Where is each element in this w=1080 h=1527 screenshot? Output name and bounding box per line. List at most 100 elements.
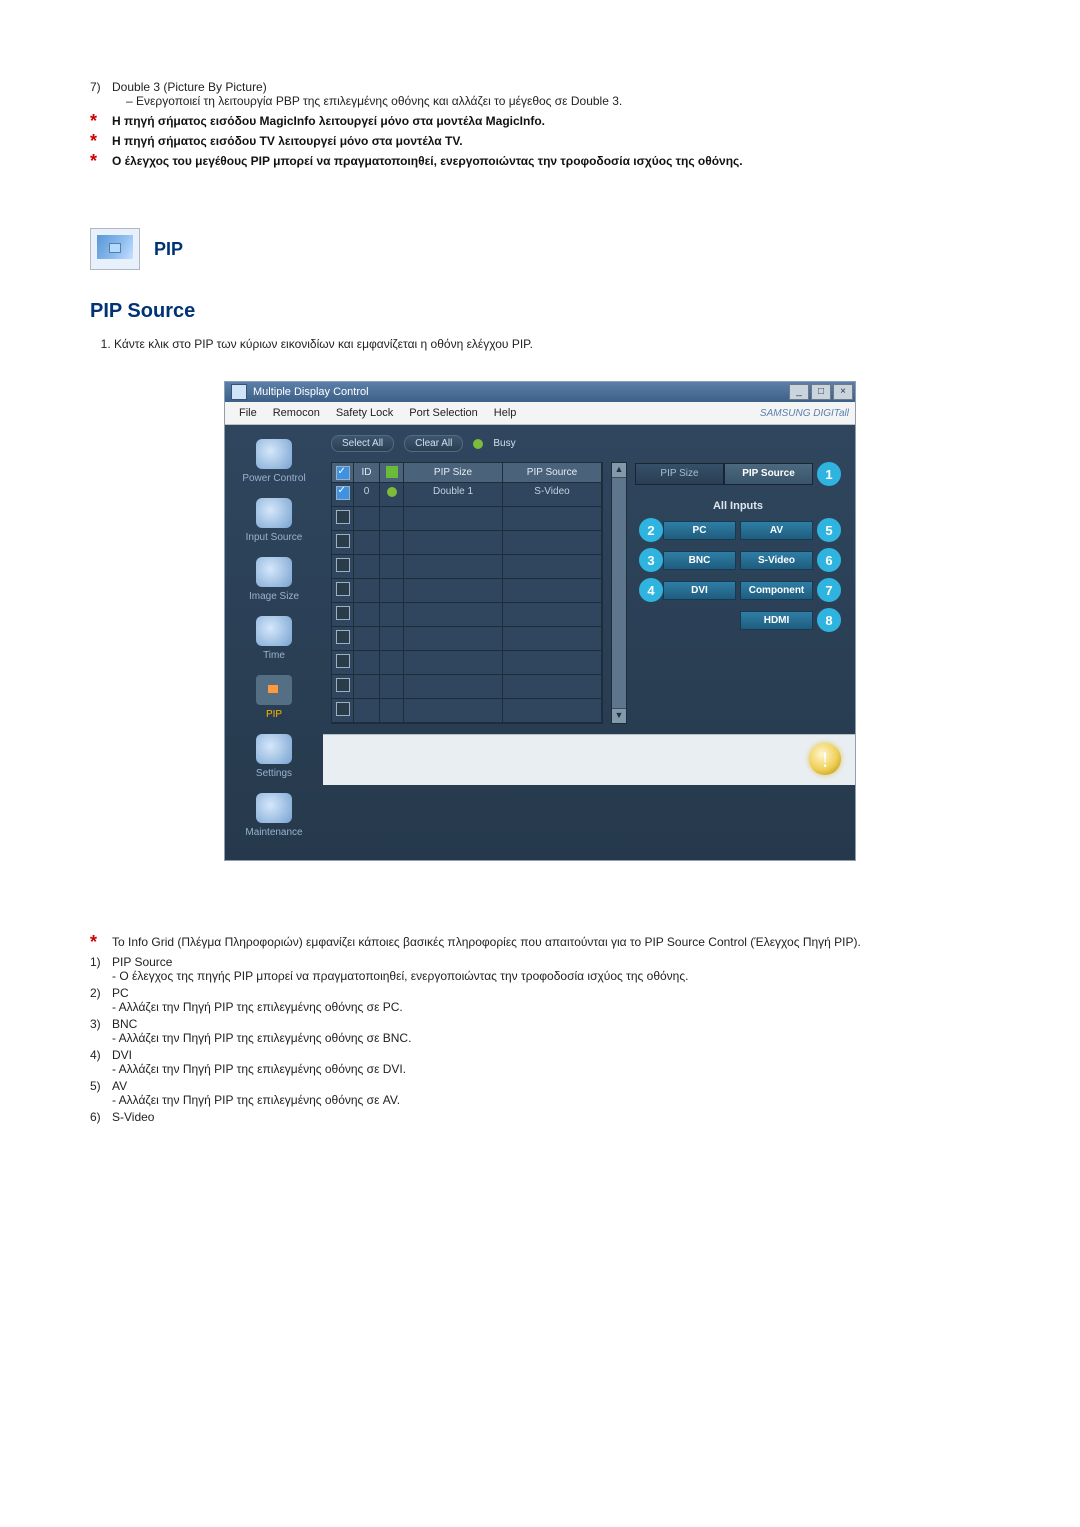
list-desc: - Αλλάζει την Πηγή PIP της επιλεγμένης ο… [112, 1093, 990, 1107]
table-row[interactable] [332, 699, 602, 723]
row-checkbox[interactable] [336, 606, 350, 620]
input-svideo-button[interactable]: S-Video [740, 551, 813, 570]
list-title: DVI [112, 1048, 990, 1062]
list-desc: - Αλλάζει την Πηγή PIP της επιλεγμένης ο… [112, 1062, 990, 1076]
inputs-grid: 2 PC 3 BNC 4 DVI [635, 518, 841, 632]
minimize-button[interactable]: _ [789, 384, 809, 400]
sidebar-item-input[interactable]: Input Source [225, 498, 323, 543]
input-hdmi-button[interactable]: HDMI [740, 611, 813, 630]
app-window: Multiple Display Control _ □ × File Remo… [224, 381, 856, 861]
maintenance-icon [256, 793, 292, 823]
maximize-button[interactable]: □ [811, 384, 831, 400]
callout-descriptions: 1) PIP Source - Ο έλεγχος της πηγής PIP … [90, 955, 990, 1124]
menu-help[interactable]: Help [486, 407, 525, 419]
sidebar-item-pip[interactable]: PIP [225, 675, 323, 720]
callout-8: 8 [817, 608, 841, 632]
sidebar-label: Maintenance [225, 827, 323, 838]
menu-file[interactable]: File [231, 407, 265, 419]
input-dvi-button[interactable]: DVI [663, 581, 736, 600]
col-pip-size: PIP Size [404, 463, 503, 483]
star-icon: * [90, 114, 112, 128]
table-header: ID PIP Size PIP Source [332, 463, 602, 483]
row-checkbox[interactable] [336, 534, 350, 548]
row-checkbox[interactable] [336, 654, 350, 668]
col-id: ID [354, 463, 380, 483]
pip-title: PIP [154, 239, 183, 260]
sidebar-item-image-size[interactable]: Image Size [225, 557, 323, 602]
main-area: Select All Clear All Busy ID PIP Size PI… [323, 425, 855, 860]
tab-pip-size[interactable]: PIP Size [635, 463, 724, 485]
sidebar-label: Input Source [225, 532, 323, 543]
table-row[interactable] [332, 507, 602, 531]
clear-all-button[interactable]: Clear All [404, 435, 463, 452]
row-checkbox[interactable] [336, 630, 350, 644]
status-bar: ! [323, 734, 855, 785]
row-checkbox[interactable] [336, 510, 350, 524]
desc-6: 6) S-Video [90, 1110, 990, 1124]
table-row[interactable] [332, 579, 602, 603]
col-check[interactable] [332, 463, 354, 483]
scroll-down-icon[interactable]: ▼ [612, 708, 626, 723]
list-num: 6) [90, 1110, 112, 1124]
status-dot-icon [387, 487, 397, 497]
input-component-button[interactable]: Component [740, 581, 813, 600]
power-icon [256, 439, 292, 469]
note-text: Ο έλεγχος του μεγέθους PIP μπορεί να πρα… [112, 154, 743, 168]
close-button[interactable]: × [833, 384, 853, 400]
input-pc-button[interactable]: PC [663, 521, 736, 540]
pip-section-header: PIP [90, 228, 990, 270]
sidebar-item-settings[interactable]: Settings [225, 734, 323, 779]
table-row[interactable] [332, 675, 602, 699]
desc-3: 3) BNC - Αλλάζει την Πηγή PIP της επιλεγ… [90, 1017, 990, 1045]
list-title: BNC [112, 1017, 990, 1031]
table-row[interactable] [332, 555, 602, 579]
list-num: 5) [90, 1079, 112, 1107]
scroll-up-icon[interactable]: ▲ [612, 463, 626, 478]
row-checkbox[interactable] [336, 702, 350, 716]
note-text: Η πηγή σήματος εισόδου MagicInfo λειτουρ… [112, 114, 545, 128]
desc-1: 1) PIP Source - Ο έλεγχος της πηγής PIP … [90, 955, 990, 983]
cell-id: 0 [354, 483, 380, 507]
list-title: PC [112, 986, 990, 1000]
star-icon: * [90, 935, 112, 949]
callout-4: 4 [639, 578, 663, 602]
table-scrollbar[interactable]: ▲ ▼ [611, 462, 627, 724]
table-row[interactable] [332, 627, 602, 651]
list-item-7: 7) Double 3 (Picture By Picture) – Ενεργ… [90, 80, 990, 108]
list-num: 2) [90, 986, 112, 1014]
tab-row-wrap: PIP Size PIP Source 1 [635, 462, 841, 486]
warning-icon: ! [809, 743, 841, 775]
row-checkbox[interactable] [336, 582, 350, 596]
time-icon [256, 616, 292, 646]
menu-remocon[interactable]: Remocon [265, 407, 328, 419]
row-checkbox[interactable] [336, 558, 350, 572]
grid-pane: ID PIP Size PIP Source 0 Double 1 S-Vide… [323, 462, 855, 734]
sidebar-item-maintenance[interactable]: Maintenance [225, 793, 323, 838]
list-desc: - Αλλάζει την Πηγή PIP της επιλεγμένης ο… [112, 1031, 990, 1045]
desc-4: 4) DVI - Αλλάζει την Πηγή PIP της επιλεγ… [90, 1048, 990, 1076]
tab-pip-source[interactable]: PIP Source [724, 463, 813, 485]
callout-6: 6 [817, 548, 841, 572]
row-checkbox[interactable] [336, 486, 350, 500]
table-row[interactable]: 0 Double 1 S-Video [332, 483, 602, 507]
select-all-button[interactable]: Select All [331, 435, 394, 452]
list-desc: - Αλλάζει την Πηγή PIP της επιλεγμένης ο… [112, 1000, 990, 1014]
row-checkbox[interactable] [336, 678, 350, 692]
table-row[interactable] [332, 651, 602, 675]
sidebar: Power Control Input Source Image Size Ti… [225, 425, 323, 860]
table-row[interactable] [332, 603, 602, 627]
menu-port-selection[interactable]: Port Selection [401, 407, 485, 419]
titlebar: Multiple Display Control _ □ × [225, 382, 855, 402]
info-note-text: Το Info Grid (Πλέγμα Πληροφοριών) εμφανί… [112, 935, 861, 949]
input-bnc-button[interactable]: BNC [663, 551, 736, 570]
window-title: Multiple Display Control [253, 386, 369, 398]
table-row[interactable] [332, 531, 602, 555]
sidebar-item-power[interactable]: Power Control [225, 439, 323, 484]
sidebar-item-time[interactable]: Time [225, 616, 323, 661]
note-text: Η πηγή σήματος εισόδου TV λειτουργεί μόν… [112, 134, 463, 148]
menu-safety-lock[interactable]: Safety Lock [328, 407, 401, 419]
section-heading: PIP Source [90, 300, 990, 323]
menubar: File Remocon Safety Lock Port Selection … [225, 402, 855, 425]
input-av-button[interactable]: AV [740, 521, 813, 540]
pip-icon [256, 675, 292, 705]
